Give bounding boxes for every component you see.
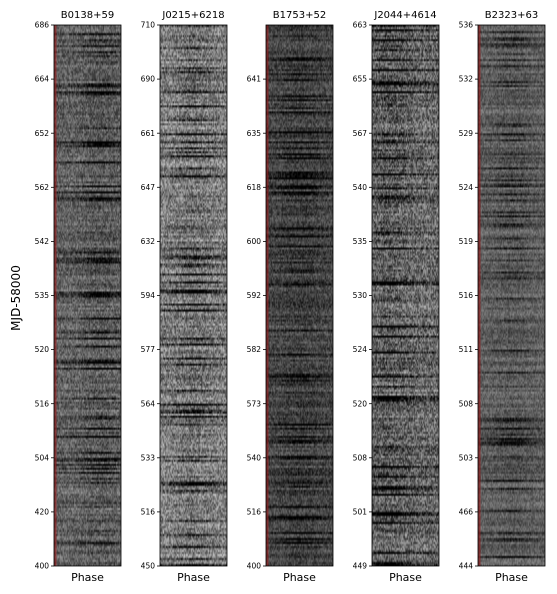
y-tick-label: 450 — [141, 562, 156, 571]
y-tick-label: 532 — [459, 75, 474, 84]
y-tick-label: 516 — [35, 399, 50, 408]
y-tick-label: 564 — [141, 399, 156, 408]
y-tick-label: 600 — [247, 237, 262, 246]
x-axis-label: Phase — [177, 571, 210, 584]
panel-5: B2323+63 Phase 444 466 503 508 511 516 519 524 529… — [459, 10, 546, 584]
x-axis-label: Phase — [389, 571, 422, 584]
panel-title: J2044+4614 — [373, 10, 436, 21]
x-axis-label: Phase — [71, 571, 104, 584]
y-tick-label: 562 — [35, 183, 50, 192]
y-tick-label: 635 — [247, 129, 262, 138]
panel-title: B2323+63 — [485, 10, 538, 21]
heatmap-image — [372, 25, 439, 566]
x-axis-label: Phase — [495, 571, 528, 584]
heatmap-image — [160, 25, 227, 566]
y-tick-label: 536 — [459, 21, 474, 30]
heatmap-image — [54, 25, 121, 566]
panel-3: B1753+52 Phase 400 516 540 573 582 592 600 618 635… — [247, 10, 334, 584]
panel-title: J0215+6218 — [161, 10, 224, 21]
y-tick-label: 664 — [35, 75, 50, 84]
marker-strip — [478, 25, 481, 566]
marker-strip — [54, 25, 57, 566]
y-tick-label: 524 — [459, 183, 474, 192]
y-tick-label: 530 — [353, 291, 368, 300]
panel-4: J2044+4614 Phase 449 501 508 520 524 530 535 540 5… — [353, 10, 440, 584]
y-tick-label: 516 — [141, 508, 156, 517]
y-tick-label: 535 — [35, 291, 50, 300]
y-tick-label: 540 — [247, 453, 262, 462]
x-axis-label: Phase — [283, 571, 316, 584]
marker-strip — [266, 25, 269, 566]
y-tick-label: 647 — [141, 183, 156, 192]
panel-title: B1753+52 — [273, 10, 326, 21]
panel-title: B0138+59 — [61, 10, 114, 21]
y-tick-label: 504 — [35, 453, 50, 462]
y-tick-label: 503 — [459, 453, 474, 462]
y-tick-label: 592 — [247, 291, 262, 300]
y-tick-label: 516 — [247, 508, 262, 517]
y-tick-label: 501 — [353, 508, 368, 517]
y-tick-label: 710 — [141, 21, 156, 30]
y-tick-label: 573 — [247, 399, 262, 408]
y-tick-label: 533 — [141, 453, 156, 462]
y-tick-label: 400 — [247, 562, 262, 571]
y-tick-label: 582 — [247, 345, 262, 354]
y-tick-label: 511 — [459, 345, 474, 354]
y-tick-label: 516 — [459, 291, 474, 300]
y-tick-label: 520 — [353, 399, 368, 408]
heatmap-image — [266, 25, 333, 566]
panel-2: J0215+6218 Phase 450 516 533 564 577 594 632 647 6… — [141, 10, 228, 584]
y-tick-label: 661 — [141, 129, 156, 138]
y-tick-label: 449 — [353, 562, 368, 571]
y-tick-label: 524 — [353, 345, 368, 354]
y-tick-label: 444 — [459, 562, 474, 571]
y-tick-label: 508 — [459, 399, 474, 408]
panel-1: B0138+59 Phase 400 420 504 516 520 535 542 562 652… — [35, 10, 122, 584]
y-tick-label: 519 — [459, 237, 474, 246]
y-tick-label: 618 — [247, 183, 262, 192]
y-tick-label: 466 — [459, 508, 474, 517]
y-tick-label: 542 — [35, 237, 50, 246]
y-tick-label: 641 — [247, 75, 262, 84]
y-tick-label: 420 — [35, 508, 50, 517]
y-tick-label: 567 — [353, 129, 368, 138]
y-tick-label: 690 — [141, 75, 156, 84]
y-tick-label: 540 — [353, 183, 368, 192]
y-tick-label: 632 — [141, 237, 156, 246]
panels-container: B0138+59 Phase 400 420 504 516 520 535 542 562 652… — [35, 10, 546, 584]
y-tick-label: 655 — [353, 75, 368, 84]
y-tick-label: 535 — [353, 237, 368, 246]
y-tick-label: 529 — [459, 129, 474, 138]
y-tick-label: 577 — [141, 345, 156, 354]
y-tick-label: 520 — [35, 345, 50, 354]
y-tick-label: 400 — [35, 562, 50, 571]
heatmap-image — [478, 25, 545, 566]
y-tick-label: 663 — [353, 21, 368, 30]
y-tick-label: 652 — [35, 129, 50, 138]
y-tick-label: 508 — [353, 453, 368, 462]
y-axis-label: MJD-58000 — [9, 265, 23, 331]
y-tick-label: 686 — [35, 21, 50, 30]
y-tick-label: 594 — [141, 291, 156, 300]
